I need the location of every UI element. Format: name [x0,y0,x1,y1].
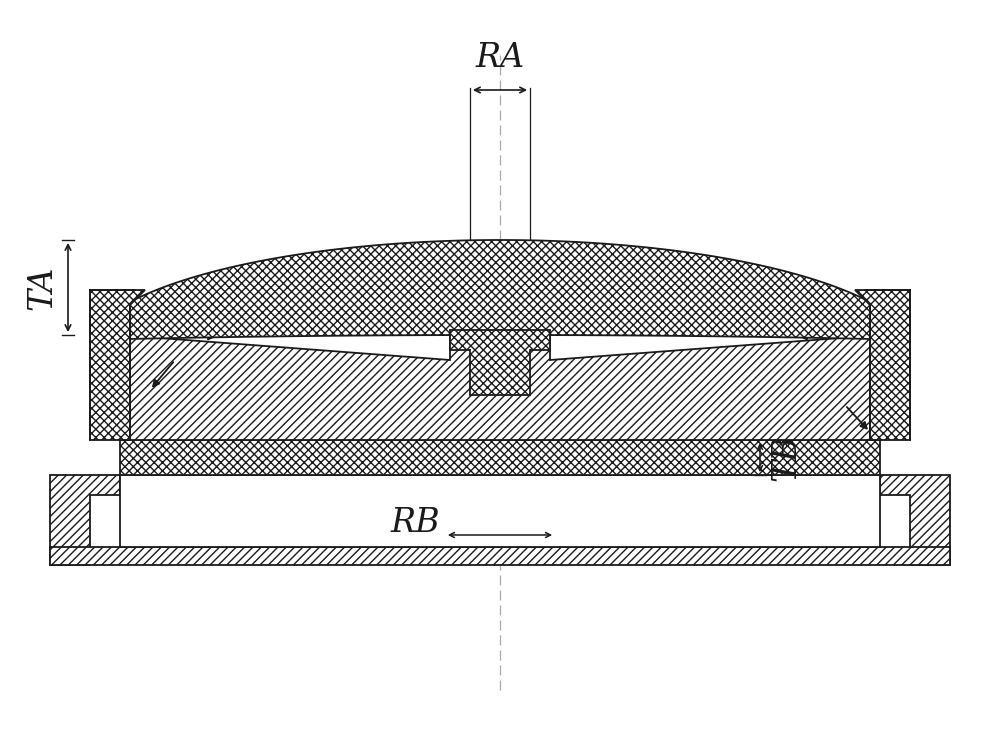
Text: RB: RB [390,507,440,539]
Polygon shape [450,330,550,395]
Polygon shape [50,475,120,565]
Polygon shape [120,240,880,380]
Polygon shape [855,290,910,440]
Polygon shape [120,440,880,475]
Polygon shape [120,475,880,547]
Polygon shape [120,330,880,440]
Polygon shape [880,475,950,565]
Text: RA: RA [475,42,525,74]
Text: TA: TA [26,266,58,310]
Polygon shape [90,290,145,440]
Text: TB: TB [770,434,802,481]
Polygon shape [50,547,950,565]
